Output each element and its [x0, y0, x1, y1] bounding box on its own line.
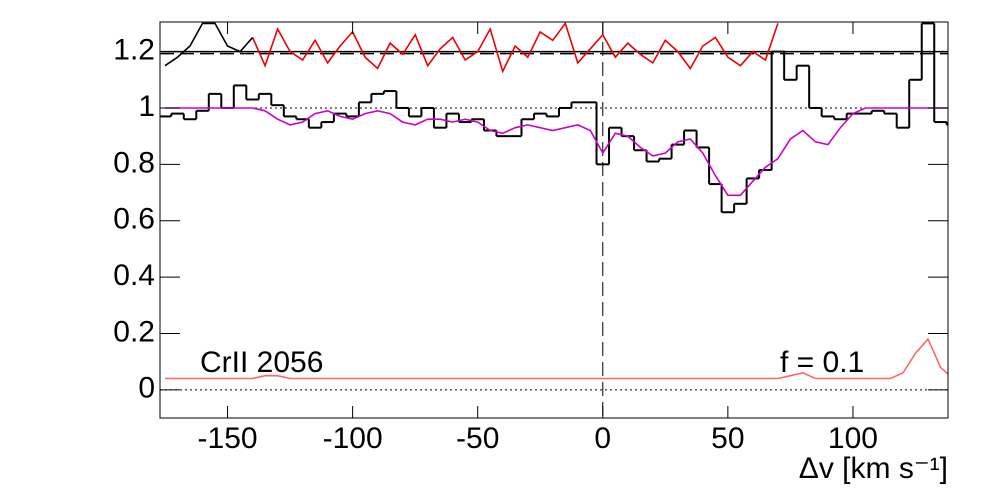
x-tick-label: 100 [828, 422, 878, 455]
y-tick-label: 1.2 [113, 34, 155, 67]
x-tick-label: -150 [198, 422, 258, 455]
series-line [165, 107, 948, 197]
plot-area [160, 22, 948, 418]
x-tick-label: 50 [711, 422, 744, 455]
x-tick-label: -100 [323, 422, 383, 455]
x-tick-label: -50 [456, 422, 499, 455]
x-axis-label: Δv [km s⁻¹] [799, 452, 948, 485]
y-tick-label: 0.6 [113, 203, 155, 236]
series-line [165, 337, 948, 380]
x-tick-label: 0 [594, 422, 611, 455]
annotation: f = 0.1 [780, 346, 864, 379]
y-tick-label: 0 [138, 372, 155, 405]
annotation: CrII 2056 [200, 346, 323, 379]
y-tick-label: 0.2 [113, 315, 155, 348]
y-tick-label: 1 [138, 90, 155, 123]
y-tick-label: 0.8 [113, 146, 155, 179]
frame [159, 21, 949, 419]
series-line [251, 22, 779, 74]
series-line [164, 22, 254, 67]
y-tick-label: 0.4 [113, 259, 155, 292]
